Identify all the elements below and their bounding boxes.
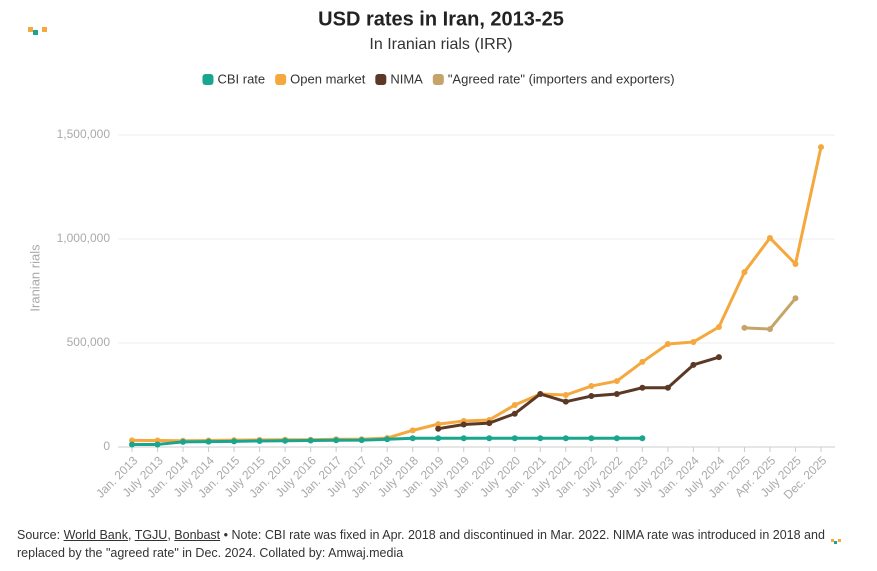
- data-point: [792, 295, 799, 302]
- data-point: [690, 361, 697, 368]
- data-point: [664, 384, 671, 391]
- data-point: [460, 421, 467, 428]
- series-line: [437, 355, 720, 431]
- data-point: [435, 421, 442, 428]
- data-point: [690, 338, 697, 345]
- source-text: Source:: [17, 528, 64, 542]
- data-point: [715, 354, 722, 361]
- data-point: [562, 398, 569, 405]
- data-point: [180, 438, 187, 445]
- legend-label: CBI rate: [217, 71, 265, 86]
- data-point: [639, 384, 646, 391]
- legend-swatch: [202, 74, 214, 85]
- source-text: ,: [127, 528, 135, 542]
- legend-swatch: [432, 74, 444, 85]
- legend-label: "Agreed rate" (importers and exporters): [448, 71, 675, 86]
- legend: CBI rate Open market NIMA "Agreed rate" (im…: [202, 71, 675, 86]
- logo-block: [834, 541, 837, 544]
- data-point: [511, 401, 518, 408]
- data-point: [562, 435, 569, 442]
- data-point: [741, 324, 748, 331]
- data-point: [613, 390, 620, 397]
- data-point: [460, 435, 467, 442]
- chart-title: USD rates in Iran, 2013-25: [318, 8, 564, 30]
- logo-block: [831, 539, 834, 542]
- series: [741, 295, 799, 333]
- data-point: [511, 435, 518, 442]
- data-point: [486, 420, 493, 427]
- legend-label: NIMA: [390, 71, 423, 86]
- source-link[interactable]: TGJU: [134, 528, 168, 542]
- series: [435, 354, 722, 432]
- data-point: [562, 392, 569, 398]
- series: [129, 435, 646, 448]
- data-point: [588, 393, 595, 400]
- logo: [28, 27, 47, 35]
- y-axis-label: Iranian rials: [27, 244, 42, 312]
- chart-subtitle: In Iranian rials (IRR): [369, 36, 512, 53]
- data-point: [537, 390, 544, 397]
- data-point: [282, 437, 289, 444]
- data-point: [639, 435, 646, 442]
- data-point: [154, 441, 161, 448]
- data-point: [231, 438, 238, 445]
- data-point: [333, 437, 340, 444]
- data-point: [435, 435, 442, 442]
- y-tick-label: 0: [103, 439, 110, 453]
- data-point: [715, 323, 722, 330]
- data-point: [818, 144, 824, 151]
- data-point: [664, 341, 671, 348]
- data-point: [639, 358, 646, 365]
- source-link[interactable]: Bonbast: [174, 528, 221, 542]
- legend-swatch: [275, 74, 287, 85]
- source-note: Source: World Bank, TGJU, Bonbast • Note…: [17, 526, 827, 562]
- series-line: [131, 146, 823, 443]
- source-text: • Note: CBI rate was fixed in Apr. 2018 …: [17, 528, 825, 560]
- data-point: [205, 438, 212, 445]
- data-point: [588, 383, 595, 390]
- data-point: [129, 441, 135, 448]
- data-point: [537, 435, 544, 442]
- legend-label: Open market: [290, 71, 366, 86]
- series: [129, 144, 824, 444]
- data-point: [511, 410, 518, 417]
- logo-block: [838, 539, 841, 542]
- data-point: [409, 435, 416, 442]
- chart: USD rates in Iran, 2013-25 In Iranian ri…: [27, 8, 835, 502]
- data-point: [588, 435, 595, 442]
- data-point: [766, 234, 773, 241]
- data-point: [486, 435, 493, 442]
- data-point: [409, 427, 416, 434]
- source-link[interactable]: World Bank: [63, 528, 128, 542]
- data-point: [256, 437, 263, 444]
- data-point: [435, 425, 442, 432]
- data-point: [792, 260, 799, 267]
- y-tick-label: 500,000: [67, 335, 111, 349]
- data-point: [307, 437, 314, 444]
- data-point: [384, 436, 391, 443]
- data-point: [613, 378, 620, 385]
- legend-swatch: [375, 74, 387, 85]
- y-tick-label: 1,000,000: [57, 231, 111, 245]
- data-point: [766, 326, 773, 333]
- series-line: [744, 297, 797, 331]
- data-point: [358, 437, 365, 444]
- data-point: [741, 269, 748, 276]
- y-tick-label: 1,500,000: [57, 127, 111, 141]
- data-point: [613, 435, 620, 442]
- source-text: ,: [167, 528, 175, 542]
